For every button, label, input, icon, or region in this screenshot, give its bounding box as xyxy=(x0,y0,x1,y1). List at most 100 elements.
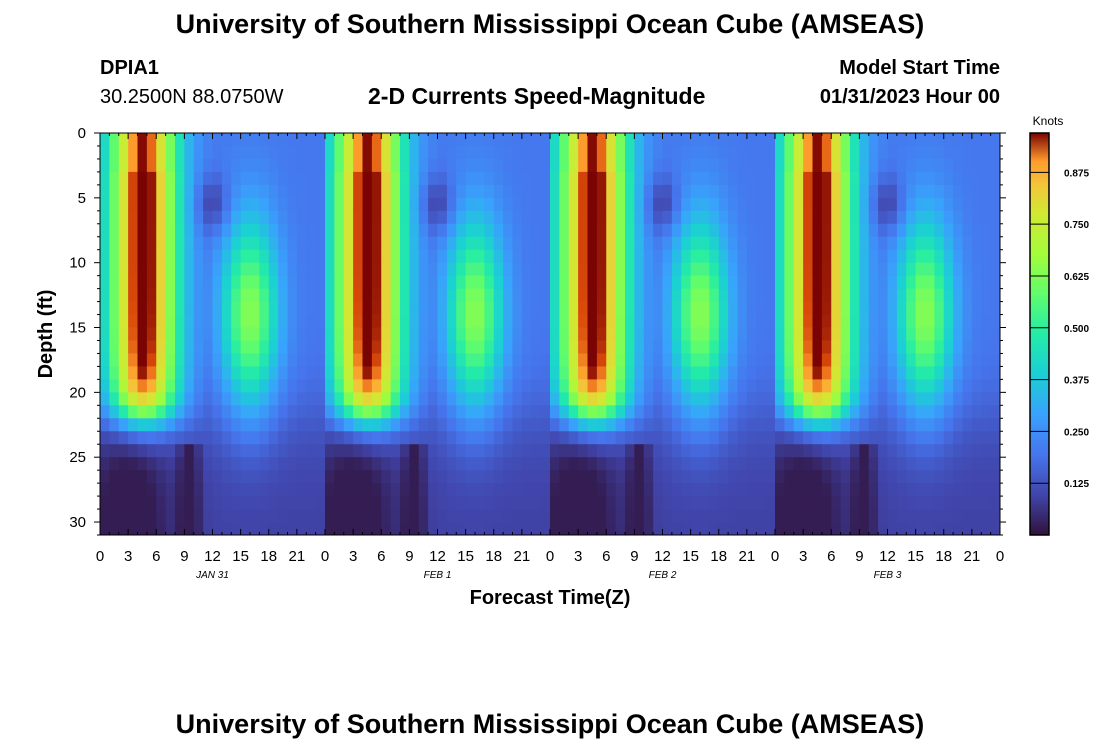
heatmap-cell xyxy=(484,405,495,419)
y-tick-label: 10 xyxy=(69,255,86,272)
heatmap-cell xyxy=(737,145,748,160)
heatmap-cell xyxy=(146,184,157,199)
heatmap-cell xyxy=(990,288,1001,302)
heatmap-cell xyxy=(484,301,495,315)
heatmap-cell xyxy=(428,262,438,277)
heatmap-cell xyxy=(409,379,420,393)
colorbar-tick-label: 0.125 xyxy=(1064,479,1089,490)
heatmap-cell xyxy=(175,249,185,264)
heatmap-cell xyxy=(803,457,813,471)
heatmap-cell xyxy=(671,379,682,393)
heatmap-cell xyxy=(521,496,532,510)
heatmap-cell xyxy=(615,145,626,160)
heatmap-cell xyxy=(503,483,513,497)
heatmap-cell xyxy=(615,444,626,458)
heatmap-cell xyxy=(625,405,635,419)
heatmap-cell xyxy=(475,457,485,471)
heatmap-cell xyxy=(971,392,982,406)
heatmap-cell xyxy=(259,392,270,406)
heatmap-cell xyxy=(109,340,120,354)
heatmap-cell xyxy=(840,301,851,315)
heatmap-cell xyxy=(793,158,804,173)
heatmap-cell xyxy=(653,483,663,497)
heatmap-cell xyxy=(493,236,504,251)
heatmap-cell xyxy=(728,236,738,251)
heatmap-cell xyxy=(859,262,870,277)
heatmap-cell xyxy=(718,418,729,432)
heatmap-cell xyxy=(718,158,729,173)
heatmap-cell xyxy=(718,327,729,341)
heatmap-cell xyxy=(840,236,851,251)
heatmap-cell xyxy=(118,249,129,264)
heatmap-cell xyxy=(831,392,842,406)
heatmap-cell xyxy=(184,340,195,354)
heatmap-cell xyxy=(981,340,992,354)
heatmap-cell xyxy=(521,405,532,419)
heatmap-cell xyxy=(765,522,776,536)
heatmap-cell xyxy=(390,236,401,251)
heatmap-cell xyxy=(803,366,813,380)
heatmap-cell xyxy=(456,197,467,212)
heatmap-cell xyxy=(906,327,917,341)
heatmap-cell xyxy=(896,392,907,406)
y-tick-label: 15 xyxy=(69,320,86,337)
heatmap-cell xyxy=(521,522,532,536)
heatmap-cell xyxy=(137,197,148,212)
heatmap-cell xyxy=(756,301,767,315)
heatmap-cell xyxy=(775,444,785,458)
heatmap-cell xyxy=(953,275,963,290)
heatmap-cell xyxy=(568,509,579,523)
heatmap-cell xyxy=(465,483,476,497)
heatmap-cell xyxy=(250,327,260,341)
heatmap-cell xyxy=(212,431,223,445)
x-tick-label: 0 xyxy=(96,548,104,565)
heatmap-cell xyxy=(540,392,551,406)
heatmap-cell xyxy=(596,236,607,251)
heatmap-cell xyxy=(934,301,945,315)
heatmap-cell xyxy=(334,496,345,510)
heatmap-cell xyxy=(371,171,382,186)
heatmap-cell xyxy=(203,158,213,173)
heatmap-cell xyxy=(437,509,448,523)
heatmap-cell xyxy=(193,262,204,277)
heatmap-cell xyxy=(550,249,560,264)
heatmap-cell xyxy=(803,314,813,328)
heatmap-cell xyxy=(128,366,138,380)
heatmap-cell xyxy=(400,158,410,173)
heatmap-cell xyxy=(850,444,860,458)
heatmap-cell xyxy=(634,379,645,393)
heatmap-cell xyxy=(821,249,832,264)
heatmap-cell xyxy=(203,145,213,160)
heatmap-cell xyxy=(250,210,260,225)
heatmap-cell xyxy=(231,496,242,510)
heatmap-cell xyxy=(746,340,757,354)
heatmap-cell xyxy=(915,314,926,328)
heatmap-cell xyxy=(409,314,420,328)
heatmap-cell xyxy=(737,249,748,264)
heatmap-cell xyxy=(390,379,401,393)
heatmap-cell xyxy=(803,522,813,536)
heatmap-cell xyxy=(540,470,551,484)
heatmap-cell xyxy=(334,418,345,432)
heatmap-cell xyxy=(521,275,532,290)
heatmap-cell xyxy=(118,275,129,290)
heatmap-cell xyxy=(306,483,317,497)
heatmap-cell xyxy=(118,327,129,341)
heatmap-cell xyxy=(156,379,167,393)
heatmap-cell xyxy=(971,457,982,471)
heatmap-cell xyxy=(709,444,720,458)
heatmap-cell xyxy=(671,444,682,458)
heatmap-cell xyxy=(540,509,551,523)
heatmap-cell xyxy=(296,184,307,199)
heatmap-cell xyxy=(390,327,401,341)
heatmap-cell xyxy=(971,184,982,199)
heatmap-cell xyxy=(250,509,260,523)
heatmap-cell xyxy=(240,223,251,238)
heatmap-cell xyxy=(784,470,795,484)
heatmap-cell xyxy=(165,301,176,315)
x-tick-label: 6 xyxy=(152,548,160,565)
heatmap-cell xyxy=(840,444,851,458)
heatmap-cell xyxy=(287,327,298,341)
heatmap-cell xyxy=(784,133,795,147)
heatmap-cell xyxy=(690,483,701,497)
